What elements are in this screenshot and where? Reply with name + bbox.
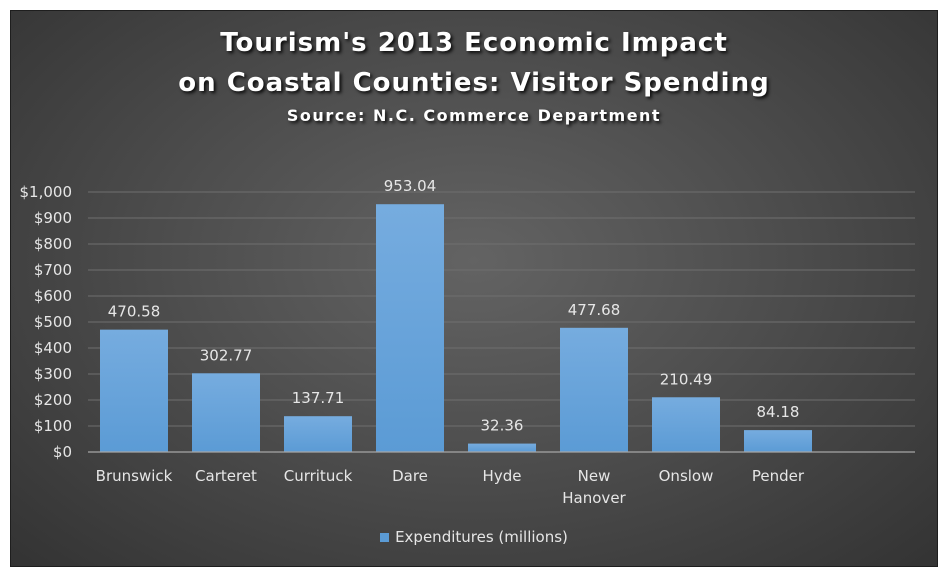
x-tick-label: Currituck — [284, 467, 353, 485]
chart-title: Tourism's 2013 Economic Impact — [220, 28, 728, 58]
x-tick-label: Brunswick — [96, 467, 173, 485]
x-tick-label: Dare — [392, 467, 428, 485]
legend-swatch — [380, 532, 390, 542]
x-tick-label: Carteret — [195, 467, 257, 485]
y-tick-label: $300 — [34, 365, 72, 383]
y-tick-label: $0 — [53, 443, 72, 461]
y-tick-label: $200 — [34, 391, 72, 409]
data-label: 470.58 — [108, 303, 161, 321]
y-tick-label: $400 — [34, 339, 72, 357]
bar — [744, 430, 812, 452]
data-label: 302.77 — [200, 346, 253, 364]
bar — [560, 327, 628, 452]
data-label: 953.04 — [384, 177, 437, 195]
x-tick-label: Pender — [752, 467, 805, 485]
data-label: 477.68 — [568, 301, 621, 319]
bar — [652, 397, 720, 452]
bar — [468, 443, 536, 452]
x-tick-label: Onslow — [659, 467, 714, 485]
labels: $0 $100 $200 $300 $400 $500 $600 $700 $800 $900 $1… — [20, 177, 805, 507]
x-tick-label: Hyde — [483, 467, 522, 485]
y-tick-label: $500 — [34, 313, 72, 331]
legend-label: Expenditures (millions) — [395, 528, 568, 546]
data-label: 137.71 — [292, 389, 345, 407]
y-tick-label: $100 — [34, 417, 72, 435]
x-tick-label: New — [578, 467, 611, 485]
bar — [376, 204, 444, 452]
legend: Expenditures (millions) — [0, 528, 948, 546]
x-tick-label: Hanover — [562, 489, 626, 507]
bars — [100, 204, 812, 452]
chart-area — [10, 10, 938, 567]
bar — [100, 329, 168, 452]
data-label: 32.36 — [481, 417, 524, 435]
y-tick-label: $800 — [34, 235, 72, 253]
bar — [192, 373, 260, 452]
y-tick-label: $600 — [34, 287, 72, 305]
gridlines — [88, 191, 915, 427]
chart-title-line-2: on Coastal Counties: Visitor Spending — [178, 68, 770, 98]
bar — [284, 416, 352, 452]
y-tick-label: $1,000 — [20, 183, 73, 201]
chart-subtitle: Source: N.C. Commerce Department — [286, 106, 662, 125]
y-tick-label: $700 — [34, 261, 72, 279]
data-label: 210.49 — [660, 370, 713, 388]
y-tick-label: $900 — [34, 209, 72, 227]
data-label: 84.18 — [757, 403, 800, 421]
